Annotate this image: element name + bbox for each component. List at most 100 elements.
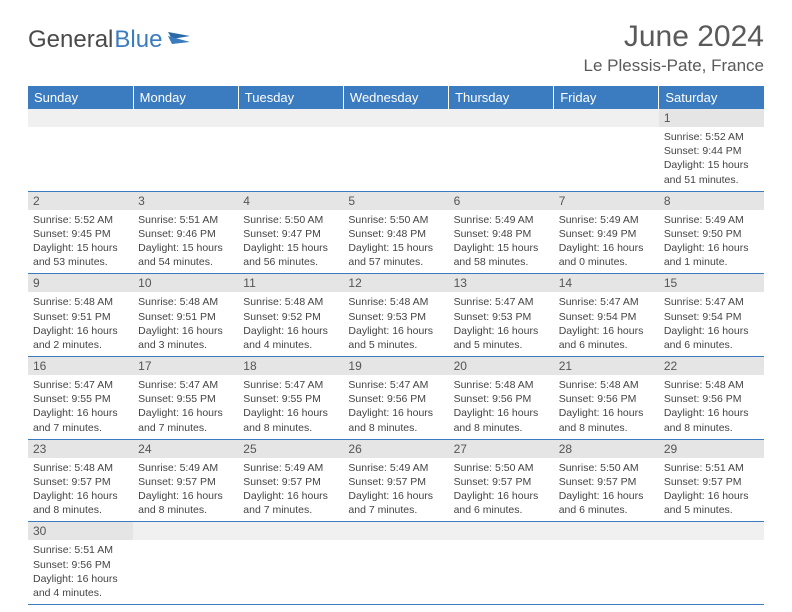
day-body: Sunrise: 5:49 AMSunset: 9:57 PMDaylight:… xyxy=(343,458,448,522)
day-cell: 4Sunrise: 5:50 AMSunset: 9:47 PMDaylight… xyxy=(238,191,343,274)
day-number xyxy=(238,522,343,540)
location: Le Plessis-Pate, France xyxy=(584,56,764,76)
day-cell: 28Sunrise: 5:50 AMSunset: 9:57 PMDayligh… xyxy=(554,439,659,522)
day-body xyxy=(449,540,554,590)
day-cell xyxy=(238,109,343,191)
day-body: Sunrise: 5:47 AMSunset: 9:55 PMDaylight:… xyxy=(28,375,133,439)
day-number: 18 xyxy=(238,357,343,375)
day-body: Sunrise: 5:49 AMSunset: 9:50 PMDaylight:… xyxy=(659,210,764,274)
day-cell: 7Sunrise: 5:49 AMSunset: 9:49 PMDaylight… xyxy=(554,191,659,274)
day-cell: 27Sunrise: 5:50 AMSunset: 9:57 PMDayligh… xyxy=(449,439,554,522)
day-cell xyxy=(449,109,554,191)
week-row: 23Sunrise: 5:48 AMSunset: 9:57 PMDayligh… xyxy=(28,439,764,522)
day-cell xyxy=(554,109,659,191)
day-number: 8 xyxy=(659,192,764,210)
day-cell: 23Sunrise: 5:48 AMSunset: 9:57 PMDayligh… xyxy=(28,439,133,522)
day-cell: 8Sunrise: 5:49 AMSunset: 9:50 PMDaylight… xyxy=(659,191,764,274)
day-cell: 12Sunrise: 5:48 AMSunset: 9:53 PMDayligh… xyxy=(343,274,448,357)
day-cell: 9Sunrise: 5:48 AMSunset: 9:51 PMDaylight… xyxy=(28,274,133,357)
day-number: 7 xyxy=(554,192,659,210)
day-cell: 25Sunrise: 5:49 AMSunset: 9:57 PMDayligh… xyxy=(238,439,343,522)
day-header-cell: Saturday xyxy=(659,86,764,109)
day-number: 4 xyxy=(238,192,343,210)
day-number xyxy=(449,522,554,540)
day-header-cell: Tuesday xyxy=(238,86,343,109)
day-body: Sunrise: 5:48 AMSunset: 9:57 PMDaylight:… xyxy=(28,458,133,522)
day-body: Sunrise: 5:47 AMSunset: 9:56 PMDaylight:… xyxy=(343,375,448,439)
day-cell xyxy=(133,522,238,605)
day-number: 12 xyxy=(343,274,448,292)
day-cell: 1Sunrise: 5:52 AMSunset: 9:44 PMDaylight… xyxy=(659,109,764,191)
day-number: 2 xyxy=(28,192,133,210)
day-body xyxy=(238,127,343,177)
day-number xyxy=(28,109,133,127)
day-cell: 24Sunrise: 5:49 AMSunset: 9:57 PMDayligh… xyxy=(133,439,238,522)
day-body: Sunrise: 5:49 AMSunset: 9:48 PMDaylight:… xyxy=(449,210,554,274)
day-body: Sunrise: 5:48 AMSunset: 9:51 PMDaylight:… xyxy=(28,292,133,356)
day-body: Sunrise: 5:49 AMSunset: 9:57 PMDaylight:… xyxy=(133,458,238,522)
calendar-table: SundayMondayTuesdayWednesdayThursdayFrid… xyxy=(28,86,764,605)
day-number: 5 xyxy=(343,192,448,210)
day-body: Sunrise: 5:51 AMSunset: 9:56 PMDaylight:… xyxy=(28,540,133,604)
day-number xyxy=(238,109,343,127)
day-cell xyxy=(343,109,448,191)
day-body: Sunrise: 5:48 AMSunset: 9:56 PMDaylight:… xyxy=(659,375,764,439)
day-body xyxy=(133,540,238,590)
day-body: Sunrise: 5:51 AMSunset: 9:46 PMDaylight:… xyxy=(133,210,238,274)
day-cell: 18Sunrise: 5:47 AMSunset: 9:55 PMDayligh… xyxy=(238,357,343,440)
day-number xyxy=(133,109,238,127)
day-body: Sunrise: 5:47 AMSunset: 9:53 PMDaylight:… xyxy=(449,292,554,356)
day-header-row: SundayMondayTuesdayWednesdayThursdayFrid… xyxy=(28,86,764,109)
day-cell xyxy=(238,522,343,605)
day-body xyxy=(238,540,343,590)
day-number: 15 xyxy=(659,274,764,292)
day-cell: 16Sunrise: 5:47 AMSunset: 9:55 PMDayligh… xyxy=(28,357,133,440)
day-cell: 17Sunrise: 5:47 AMSunset: 9:55 PMDayligh… xyxy=(133,357,238,440)
day-number: 28 xyxy=(554,440,659,458)
day-body: Sunrise: 5:47 AMSunset: 9:54 PMDaylight:… xyxy=(554,292,659,356)
day-cell xyxy=(28,109,133,191)
day-body xyxy=(659,540,764,590)
day-cell: 10Sunrise: 5:48 AMSunset: 9:51 PMDayligh… xyxy=(133,274,238,357)
day-number xyxy=(554,522,659,540)
day-number: 21 xyxy=(554,357,659,375)
day-body: Sunrise: 5:50 AMSunset: 9:48 PMDaylight:… xyxy=(343,210,448,274)
day-body: Sunrise: 5:48 AMSunset: 9:52 PMDaylight:… xyxy=(238,292,343,356)
day-number: 25 xyxy=(238,440,343,458)
day-body: Sunrise: 5:52 AMSunset: 9:44 PMDaylight:… xyxy=(659,127,764,191)
week-row: 30Sunrise: 5:51 AMSunset: 9:56 PMDayligh… xyxy=(28,522,764,605)
day-cell: 3Sunrise: 5:51 AMSunset: 9:46 PMDaylight… xyxy=(133,191,238,274)
day-number: 10 xyxy=(133,274,238,292)
day-number: 26 xyxy=(343,440,448,458)
day-body: Sunrise: 5:48 AMSunset: 9:56 PMDaylight:… xyxy=(449,375,554,439)
day-number xyxy=(554,109,659,127)
logo-text-blue: Blue xyxy=(114,26,162,54)
day-number: 11 xyxy=(238,274,343,292)
day-body xyxy=(343,127,448,177)
day-number: 29 xyxy=(659,440,764,458)
day-header-cell: Friday xyxy=(554,86,659,109)
day-number: 27 xyxy=(449,440,554,458)
day-cell: 14Sunrise: 5:47 AMSunset: 9:54 PMDayligh… xyxy=(554,274,659,357)
day-body: Sunrise: 5:49 AMSunset: 9:49 PMDaylight:… xyxy=(554,210,659,274)
day-number: 6 xyxy=(449,192,554,210)
day-body: Sunrise: 5:50 AMSunset: 9:57 PMDaylight:… xyxy=(449,458,554,522)
day-number: 9 xyxy=(28,274,133,292)
day-body xyxy=(343,540,448,590)
day-cell: 29Sunrise: 5:51 AMSunset: 9:57 PMDayligh… xyxy=(659,439,764,522)
day-cell xyxy=(343,522,448,605)
day-body: Sunrise: 5:50 AMSunset: 9:57 PMDaylight:… xyxy=(554,458,659,522)
day-cell: 11Sunrise: 5:48 AMSunset: 9:52 PMDayligh… xyxy=(238,274,343,357)
day-header-cell: Thursday xyxy=(449,86,554,109)
day-number: 22 xyxy=(659,357,764,375)
logo-text-general: General xyxy=(28,26,113,54)
day-header-cell: Wednesday xyxy=(343,86,448,109)
day-cell: 13Sunrise: 5:47 AMSunset: 9:53 PMDayligh… xyxy=(449,274,554,357)
day-body xyxy=(449,127,554,177)
week-row: 16Sunrise: 5:47 AMSunset: 9:55 PMDayligh… xyxy=(28,357,764,440)
day-number xyxy=(343,109,448,127)
day-number: 13 xyxy=(449,274,554,292)
day-number: 3 xyxy=(133,192,238,210)
week-row: 9Sunrise: 5:48 AMSunset: 9:51 PMDaylight… xyxy=(28,274,764,357)
day-number: 14 xyxy=(554,274,659,292)
